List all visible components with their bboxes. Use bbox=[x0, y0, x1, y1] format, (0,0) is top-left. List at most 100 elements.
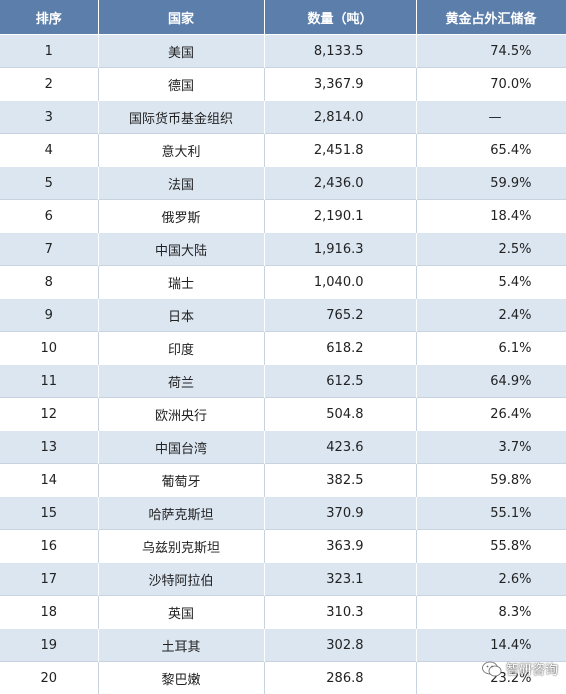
cell-share: 3.7% bbox=[416, 430, 566, 464]
table-body: 1 美国 8,133.5 74.5% 2 德国 3,367.9 70.0% 3 国际货币基金组织 2… bbox=[0, 34, 566, 694]
cell-country: 黎巴嫩 bbox=[98, 661, 265, 694]
header-rank: 排序 bbox=[0, 0, 99, 35]
cell-country: 俄罗斯 bbox=[98, 199, 265, 233]
table-row: 14 葡萄牙 382.5 59.8% bbox=[0, 463, 566, 497]
cell-rank: 6 bbox=[0, 199, 99, 233]
table-row: 4 意大利 2,451.8 65.4% bbox=[0, 133, 566, 167]
cell-rank: 10 bbox=[0, 331, 99, 365]
cell-share: 59.8% bbox=[416, 463, 566, 497]
cell-amount: 323.1 bbox=[264, 562, 417, 596]
cell-rank: 7 bbox=[0, 232, 99, 266]
table-row: 7 中国大陆 1,916.3 2.5% bbox=[0, 232, 566, 266]
cell-amount: 504.8 bbox=[264, 397, 417, 431]
cell-share: 18.4% bbox=[416, 199, 566, 233]
cell-share: 14.4% bbox=[416, 628, 566, 662]
cell-country: 德国 bbox=[98, 67, 265, 101]
cell-country: 中国台湾 bbox=[98, 430, 265, 464]
cell-amount: 302.8 bbox=[264, 628, 417, 662]
cell-share: 65.4% bbox=[416, 133, 566, 167]
table-row: 15 哈萨克斯坦 370.9 55.1% bbox=[0, 496, 566, 530]
cell-amount: 8,133.5 bbox=[264, 34, 417, 68]
table-row: 6 俄罗斯 2,190.1 18.4% bbox=[0, 199, 566, 233]
cell-amount: 618.2 bbox=[264, 331, 417, 365]
cell-rank: 15 bbox=[0, 496, 99, 530]
cell-share: 2.5% bbox=[416, 232, 566, 266]
table-row: 16 乌兹别克斯坦 363.9 55.8% bbox=[0, 529, 566, 563]
cell-country: 英国 bbox=[98, 595, 265, 629]
cell-country: 哈萨克斯坦 bbox=[98, 496, 265, 530]
cell-country: 美国 bbox=[98, 34, 265, 68]
cell-country: 日本 bbox=[98, 298, 265, 332]
cell-country: 印度 bbox=[98, 331, 265, 365]
table-row: 10 印度 618.2 6.1% bbox=[0, 331, 566, 365]
cell-amount: 1,040.0 bbox=[264, 265, 417, 299]
cell-rank: 13 bbox=[0, 430, 99, 464]
cell-country: 欧洲央行 bbox=[98, 397, 265, 431]
cell-amount: 370.9 bbox=[264, 496, 417, 530]
table-header: 排序 国家 数量（吨） 黄金占外汇储备 bbox=[0, 0, 566, 35]
cell-amount: 612.5 bbox=[264, 364, 417, 398]
table-row: 5 法国 2,436.0 59.9% bbox=[0, 166, 566, 200]
cell-rank: 9 bbox=[0, 298, 99, 332]
cell-country: 荷兰 bbox=[98, 364, 265, 398]
cell-rank: 19 bbox=[0, 628, 99, 662]
watermark-text: 智研咨询 bbox=[505, 663, 558, 678]
table-row: 3 国际货币基金组织 2,814.0— bbox=[0, 100, 566, 134]
cell-share: 26.4% bbox=[416, 397, 566, 431]
cell-share: 2.4% bbox=[416, 298, 566, 332]
cell-rank: 8 bbox=[0, 265, 99, 299]
header-share: 黄金占外汇储备 bbox=[416, 0, 566, 35]
cell-country: 国际货币基金组织 bbox=[98, 100, 265, 134]
table-row: 1 美国 8,133.5 74.5% bbox=[0, 34, 566, 68]
cell-amount: 2,190.1 bbox=[264, 199, 417, 233]
cell-rank: 1 bbox=[0, 34, 99, 68]
cell-rank: 4 bbox=[0, 133, 99, 167]
cell-amount: 363.9 bbox=[264, 529, 417, 563]
header-amount: 数量（吨） bbox=[264, 0, 417, 35]
cell-country: 土耳其 bbox=[98, 628, 265, 662]
cell-amount: 2,451.8 bbox=[264, 133, 417, 167]
cell-rank: 5 bbox=[0, 166, 99, 200]
cell-rank: 11 bbox=[0, 364, 99, 398]
cell-share: 6.1% bbox=[416, 331, 566, 365]
cell-share: 70.0% bbox=[416, 67, 566, 101]
table-row: 19 土耳其 302.8 14.4% bbox=[0, 628, 566, 662]
cell-country: 意大利 bbox=[98, 133, 265, 167]
table-row: 17 沙特阿拉伯 323.1 2.6% bbox=[0, 562, 566, 596]
cell-country: 乌兹别克斯坦 bbox=[98, 529, 265, 563]
cell-country: 葡萄牙 bbox=[98, 463, 265, 497]
cell-amount: 3,367.9 bbox=[264, 67, 417, 101]
table-row: 11 荷兰 612.5 64.9% bbox=[0, 364, 566, 398]
wechat-icon bbox=[482, 661, 502, 676]
cell-amount: 286.8 bbox=[264, 661, 417, 694]
cell-share: 5.4% bbox=[416, 265, 566, 299]
cell-amount: 2,436.0 bbox=[264, 166, 417, 200]
cell-share: — bbox=[416, 100, 566, 134]
cell-share: 2.6% bbox=[416, 562, 566, 596]
table-row: 20 黎巴嫩 286.8 23.2% bbox=[0, 661, 566, 694]
cell-share: 8.3% bbox=[416, 595, 566, 629]
cell-rank: 18 bbox=[0, 595, 99, 629]
cell-country: 沙特阿拉伯 bbox=[98, 562, 265, 596]
cell-amount: 423.6 bbox=[264, 430, 417, 464]
cell-rank: 16 bbox=[0, 529, 99, 563]
watermark: 智研咨询 bbox=[482, 659, 558, 678]
table-row: 12 欧洲央行 504.8 26.4% bbox=[0, 397, 566, 431]
cell-share: 55.1% bbox=[416, 496, 566, 530]
cell-country: 法国 bbox=[98, 166, 265, 200]
cell-amount: 2,814.0 bbox=[264, 100, 417, 134]
cell-rank: 17 bbox=[0, 562, 99, 596]
cell-share: 64.9% bbox=[416, 364, 566, 398]
cell-share: 74.5% bbox=[416, 34, 566, 68]
table-row: 9 日本 765.2 2.4% bbox=[0, 298, 566, 332]
cell-rank: 12 bbox=[0, 397, 99, 431]
table-row: 18 英国 310.3 8.3% bbox=[0, 595, 566, 629]
cell-amount: 1,916.3 bbox=[264, 232, 417, 266]
cell-share: 59.9% bbox=[416, 166, 566, 200]
cell-amount: 765.2 bbox=[264, 298, 417, 332]
cell-amount: 310.3 bbox=[264, 595, 417, 629]
cell-share: 55.8% bbox=[416, 529, 566, 563]
table-row: 2 德国 3,367.9 70.0% bbox=[0, 67, 566, 101]
cell-country: 瑞士 bbox=[98, 265, 265, 299]
